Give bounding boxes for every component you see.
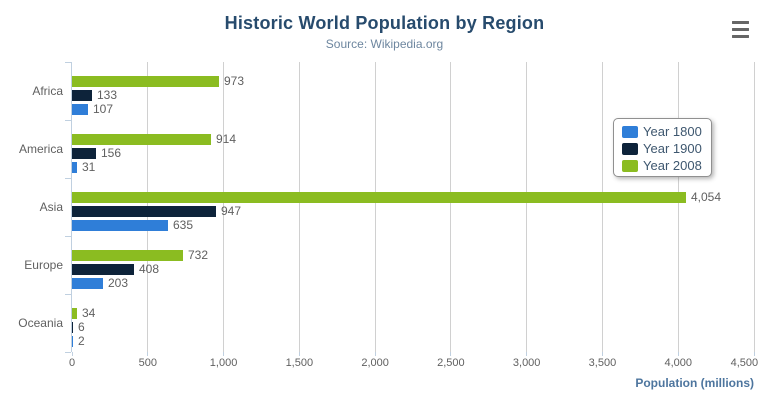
legend-label: Year 2008: [643, 158, 702, 173]
legend-item-year-1900[interactable]: Year 1900: [622, 140, 711, 157]
gridline: [677, 62, 679, 352]
legend-item-year-2008[interactable]: Year 2008: [622, 157, 711, 174]
bar-europe-year-1900[interactable]: [72, 264, 134, 275]
bar-value-label: 732: [188, 248, 209, 262]
x-axis-tick: [753, 352, 755, 356]
bar-value-label: 133: [97, 88, 118, 102]
x-axis-tick: [450, 352, 452, 356]
category-label-europe: Europe: [24, 258, 63, 272]
bar-asia-year-1900[interactable]: [72, 206, 216, 217]
x-axis-tick: [223, 352, 225, 356]
y-axis-tick: [65, 294, 71, 295]
bar-value-label: 31: [82, 160, 96, 174]
x-axis-tick-label: 1,500: [285, 357, 314, 369]
x-axis-tick-label: 3,000: [512, 357, 541, 369]
bar-value-label: 156: [101, 146, 122, 160]
bar-value-label: 973: [224, 74, 245, 88]
gridline: [223, 62, 225, 352]
y-axis-tick: [65, 62, 71, 63]
chart-title: Historic World Population by Region: [224, 13, 545, 33]
bar-value-label: 635: [173, 218, 194, 232]
bar-asia-year-1800[interactable]: [72, 220, 168, 231]
bar-america-year-1800[interactable]: [72, 162, 77, 173]
y-axis-tick: [65, 352, 71, 353]
legend: Year 1800 Year 1900 Year 2008: [613, 118, 712, 177]
gridline: [450, 62, 452, 352]
legend-symbol: [622, 159, 638, 172]
gridline: [753, 62, 755, 352]
x-axis-tick-label: 500: [138, 357, 157, 369]
bar-value-label: 203: [108, 276, 129, 290]
category-label-africa: Africa: [32, 84, 63, 98]
legend-symbol: [622, 142, 638, 155]
bar-oceania-year-2008[interactable]: [72, 308, 77, 319]
bar-value-label: 947: [221, 204, 242, 218]
legend-item-year-1800[interactable]: Year 1800: [622, 123, 711, 140]
category-label-asia: Asia: [39, 200, 63, 214]
gridline: [526, 62, 528, 352]
x-axis-tick: [147, 352, 149, 356]
legend-label: Year 1800: [643, 124, 702, 139]
x-axis-tick-label: 4,500: [730, 357, 759, 369]
bar-africa-year-1900[interactable]: [72, 90, 92, 101]
hamburger-menu-icon: [732, 21, 749, 42]
x-axis-tick: [374, 352, 376, 356]
x-axis-tick-label: 1,000: [209, 357, 238, 369]
gridline: [374, 62, 376, 352]
bar-africa-year-1800[interactable]: [72, 104, 88, 115]
x-axis-tick-label: 4,000: [664, 357, 692, 369]
bar-oceania-year-1900[interactable]: [72, 322, 73, 333]
hamburger-bar: [732, 35, 749, 38]
category-label-oceania: Oceania: [18, 316, 63, 330]
gridline: [601, 62, 603, 352]
legend-label: Year 1900: [643, 141, 702, 156]
bar-value-label: 2: [78, 334, 85, 348]
y-axis-tick: [65, 120, 71, 121]
x-axis-tick-label: 0: [68, 357, 76, 369]
y-axis-tick: [65, 178, 71, 179]
bar-america-year-1900[interactable]: [72, 148, 96, 159]
gridline: [298, 62, 300, 352]
x-axis-tick-label: 3,500: [588, 357, 617, 369]
x-axis-tick: [601, 352, 603, 356]
x-axis-tick: [298, 352, 300, 356]
hamburger-bar: [732, 21, 749, 24]
hamburger-bar: [732, 28, 749, 31]
export-menu-button[interactable]: [731, 20, 750, 39]
bar-europe-year-2008[interactable]: [72, 250, 183, 261]
y-axis-tick: [65, 236, 71, 237]
bar-value-label: 408: [139, 262, 160, 276]
bar-value-label: 107: [93, 102, 114, 116]
bar-africa-year-2008[interactable]: [72, 76, 219, 87]
x-axis-tick-label: 2,500: [437, 357, 465, 369]
bar-value-label: 34: [82, 306, 96, 320]
bar-asia-year-2008[interactable]: [72, 192, 686, 203]
bar-value-label: 6: [78, 320, 85, 334]
bar-oceania-year-1800[interactable]: [72, 336, 73, 347]
x-axis-tick-label: 2,000: [361, 357, 389, 369]
category-label-america: America: [18, 142, 63, 156]
bar-value-label: 4,054: [691, 190, 722, 204]
bar-europe-year-1800[interactable]: [72, 278, 103, 289]
legend-symbol: [622, 125, 638, 138]
y-axis-line: [71, 62, 72, 352]
x-axis-title: Population (millions): [635, 376, 754, 390]
x-axis-tick: [526, 352, 528, 356]
chart-subtitle: Source: Wikipedia.org: [325, 37, 444, 51]
bar-america-year-2008[interactable]: [72, 134, 211, 145]
x-axis-tick: [677, 352, 679, 356]
bar-value-label: 914: [216, 132, 237, 146]
x-axis-tick: [71, 352, 73, 356]
